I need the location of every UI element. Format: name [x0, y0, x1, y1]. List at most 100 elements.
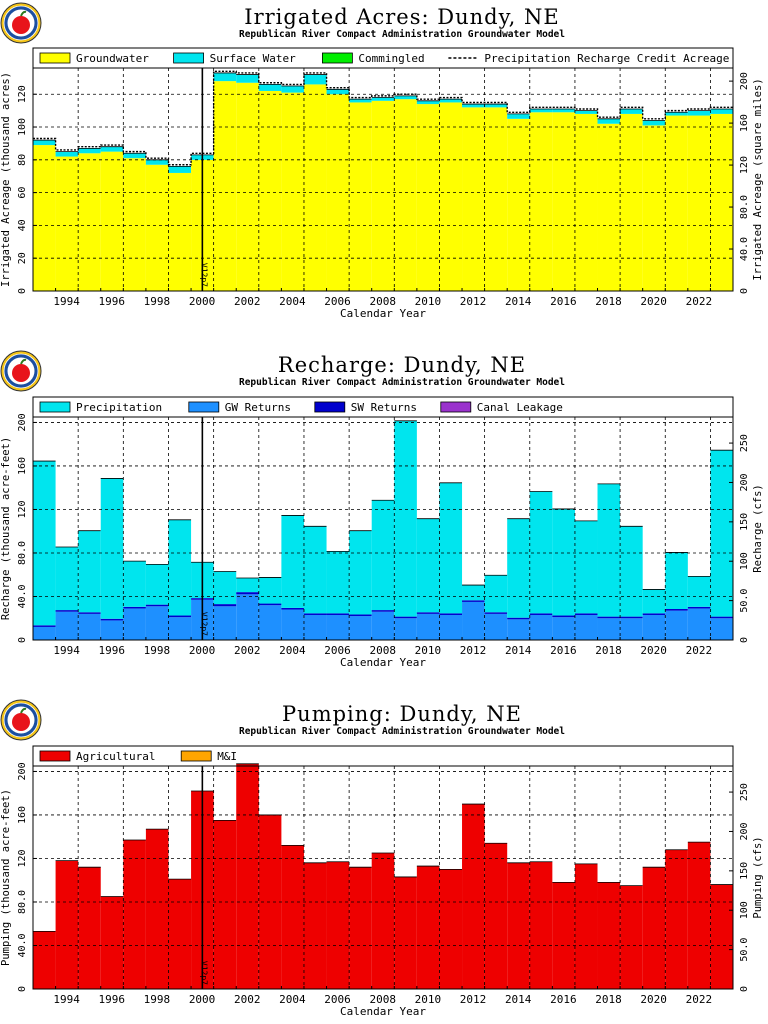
bar: [462, 804, 485, 989]
bar: [303, 526, 327, 614]
bar: [665, 115, 688, 291]
chart-title: Irrigated Acres: Dundy, NE: [244, 5, 559, 29]
x-tick-label: 1994: [53, 993, 80, 1006]
bar: [462, 107, 485, 292]
legend-label: Canal Leakage: [477, 401, 563, 414]
y-tick-label: 100: [17, 118, 28, 136]
y-tick-label-right: 0: [739, 637, 750, 643]
bar: [529, 108, 553, 113]
bar: [642, 867, 666, 989]
x-tick-label: 2014: [505, 295, 532, 308]
bar: [620, 108, 643, 114]
bar: [78, 613, 101, 640]
grid: [33, 766, 733, 989]
bar: [597, 616, 621, 619]
bar: [326, 551, 350, 614]
bar: [55, 611, 79, 640]
x-tick-label: 2012: [460, 644, 487, 657]
legend-swatch: [39, 401, 71, 413]
bar: [642, 125, 666, 291]
bar: [687, 110, 711, 116]
bar: [371, 97, 395, 101]
bar: [484, 843, 508, 989]
bar: [371, 611, 395, 640]
bar: [213, 81, 237, 291]
legend-label: Groundwater: [76, 52, 149, 65]
bar: [665, 112, 688, 116]
apple-icon: [12, 713, 30, 731]
legend-label: Precipitation: [76, 401, 162, 414]
legend-label: M&I: [217, 750, 237, 763]
bar: [484, 107, 508, 292]
y-tick-label: 120: [17, 500, 28, 518]
x-tick-label: 1996: [98, 993, 125, 1006]
x-axis: 1994 1996 1998 2000 2002 2004 2006 2008 2010 2012…: [32, 288, 734, 320]
y-tick-label-right: 50.0: [739, 938, 750, 962]
x-tick-label: 2000: [189, 295, 216, 308]
y-tick-label: 0: [17, 986, 28, 992]
bar: [394, 616, 417, 619]
bar: [145, 829, 169, 989]
y-axis-title: Recharge (thousand acre-feet): [0, 437, 12, 620]
bar: [552, 508, 575, 616]
apple-leaf-icon: [20, 10, 27, 17]
legend: Agricultural M&I: [32, 745, 734, 767]
y-axis-left: 0 40.0 80.0 120 160 200 Recharge (thousand acr…: [0, 413, 37, 643]
bar: [236, 763, 259, 989]
y-axis-left: 0 20 40 60 80 100 120 Irrigated Acreage (thousa…: [0, 72, 37, 294]
x-tick-label: 2012: [460, 295, 487, 308]
x-tick-label: 2012: [460, 993, 487, 1006]
bar: [529, 861, 553, 989]
bar: [123, 839, 146, 989]
bar: [281, 607, 304, 610]
x-tick-label: 2006: [324, 993, 351, 1006]
bar: [484, 104, 508, 108]
bar: [145, 564, 169, 605]
bar: [236, 74, 259, 83]
y-axis-title: Irrigated Acreage (thousand acres): [0, 72, 12, 287]
x-tick-label: 2016: [550, 644, 577, 657]
bar: [168, 879, 192, 989]
legend: Groundwater Surface Water Commingled Precip…: [32, 47, 734, 69]
bars: [33, 763, 733, 989]
bar: [100, 618, 124, 621]
chart-subtitle: Republican River Compact Administration …: [239, 29, 565, 40]
y-tick-label-right: 250: [739, 434, 750, 452]
bar: [326, 94, 350, 291]
bar: [462, 601, 485, 640]
bar: [349, 99, 372, 103]
bar: [439, 613, 463, 615]
bar: [100, 146, 124, 152]
bar: [326, 613, 350, 615]
bar: [710, 450, 733, 617]
y-axis-left: 0 40.0 80.0 120 160 200 Pumping (thousand acre…: [0, 762, 37, 992]
bar: [326, 614, 350, 640]
bar: [507, 518, 530, 618]
bar: [552, 617, 575, 640]
bar: [371, 853, 395, 989]
chart-subtitle: Republican River Compact Administration …: [239, 726, 565, 737]
bar: [78, 153, 101, 291]
bar: [55, 156, 79, 291]
bar: [710, 618, 733, 640]
x-tick-label: 2006: [324, 644, 351, 657]
x-tick-label: 2018: [595, 295, 622, 308]
bar: [303, 614, 327, 640]
apple-leaf-icon: [20, 358, 27, 365]
bar: [665, 552, 688, 609]
bar: [349, 867, 372, 989]
y-tick-label-right: 150: [739, 513, 750, 531]
bar: [687, 606, 711, 609]
legend-swatch: [321, 52, 353, 64]
bar: [78, 612, 101, 614]
bar: [597, 618, 621, 640]
bar: [326, 861, 350, 989]
bar: [33, 145, 56, 291]
bar: [123, 158, 146, 291]
bar: [462, 585, 485, 601]
y-tick-label-right: 0: [739, 986, 750, 992]
bar: [303, 862, 327, 989]
y-tick-label: 160: [17, 457, 28, 475]
